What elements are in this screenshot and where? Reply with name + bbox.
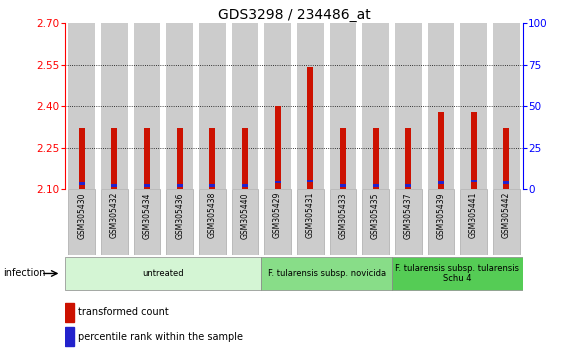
Bar [144, 184, 150, 187]
Text: GSM305431: GSM305431 [306, 192, 315, 238]
Bar [340, 129, 346, 189]
Bar [232, 189, 258, 255]
Bar [362, 189, 389, 255]
Bar [392, 257, 523, 290]
Bar [471, 112, 477, 189]
Bar [65, 303, 73, 322]
Bar [503, 181, 509, 184]
Bar [242, 129, 248, 189]
Text: F. tularensis subsp. tularensis
Schu 4: F. tularensis subsp. tularensis Schu 4 [395, 264, 519, 283]
Text: infection: infection [3, 268, 45, 279]
Bar [65, 327, 73, 346]
Bar [406, 184, 411, 187]
Text: GSM305429: GSM305429 [273, 192, 282, 238]
Bar [111, 129, 117, 189]
Text: GSM305440: GSM305440 [240, 192, 249, 239]
Text: GSM305433: GSM305433 [339, 192, 348, 239]
Text: GSM305430: GSM305430 [77, 192, 86, 239]
Bar [261, 257, 392, 290]
Bar [101, 189, 128, 255]
Bar [133, 23, 160, 189]
Bar [428, 189, 454, 255]
Bar [242, 184, 248, 187]
Bar [373, 129, 378, 189]
Bar [493, 189, 520, 255]
Text: GSM305439: GSM305439 [436, 192, 445, 239]
Text: GSM305438: GSM305438 [208, 192, 217, 238]
Bar [111, 184, 117, 187]
Bar [199, 189, 225, 255]
Text: transformed count: transformed count [78, 308, 169, 318]
Bar [166, 23, 193, 189]
Bar [307, 67, 313, 189]
Bar [199, 23, 225, 189]
Bar [264, 189, 291, 255]
Text: GSM305432: GSM305432 [110, 192, 119, 238]
Bar [68, 189, 95, 255]
Bar [428, 23, 454, 189]
Bar [297, 189, 324, 255]
Bar [362, 23, 389, 189]
Text: untreated: untreated [143, 269, 184, 278]
Bar [460, 189, 487, 255]
Bar [65, 257, 261, 290]
Bar [406, 129, 411, 189]
Bar [329, 23, 356, 189]
Bar [177, 129, 182, 189]
Text: GSM305442: GSM305442 [502, 192, 511, 238]
Bar [166, 189, 193, 255]
Text: GSM305437: GSM305437 [404, 192, 413, 239]
Text: percentile rank within the sample: percentile rank within the sample [78, 332, 243, 342]
Bar [503, 129, 509, 189]
Bar [133, 189, 160, 255]
Bar [460, 23, 487, 189]
Text: F. tularensis subsp. novicida: F. tularensis subsp. novicida [268, 269, 386, 278]
Bar [144, 129, 150, 189]
Bar [101, 23, 128, 189]
Bar [471, 180, 477, 182]
Bar [210, 129, 215, 189]
Bar [329, 189, 356, 255]
Bar [79, 129, 85, 189]
Bar [493, 23, 520, 189]
Bar [297, 23, 324, 189]
Bar [438, 181, 444, 184]
Bar [395, 189, 421, 255]
Bar [438, 112, 444, 189]
Bar [275, 106, 281, 189]
Title: GDS3298 / 234486_at: GDS3298 / 234486_at [218, 8, 370, 22]
Text: GSM305441: GSM305441 [469, 192, 478, 238]
Bar [340, 184, 346, 187]
Text: GSM305434: GSM305434 [143, 192, 152, 239]
Text: GSM305436: GSM305436 [175, 192, 184, 239]
Bar [373, 184, 378, 187]
Text: GSM305435: GSM305435 [371, 192, 380, 239]
Bar [79, 182, 85, 185]
Bar [275, 181, 281, 183]
Bar [210, 184, 215, 187]
Bar [177, 184, 182, 187]
Bar [264, 23, 291, 189]
Bar [68, 23, 95, 189]
Bar [395, 23, 421, 189]
Bar [307, 180, 313, 182]
Bar [232, 23, 258, 189]
